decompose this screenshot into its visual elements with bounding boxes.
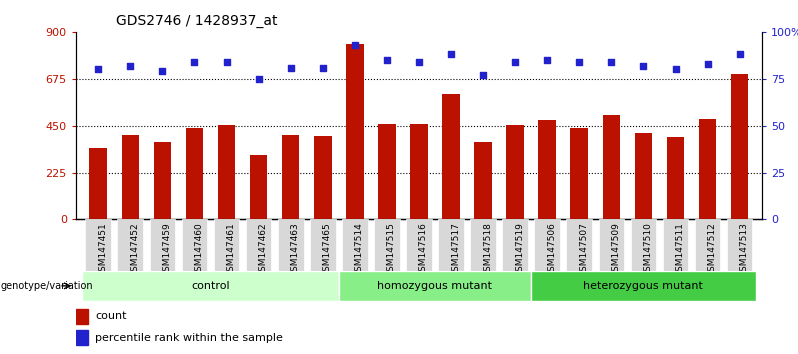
Point [381,57,393,63]
Text: GSM147513: GSM147513 [740,222,749,277]
Bar [89,148,107,219]
Text: GSM147451: GSM147451 [98,222,107,277]
Point [444,52,457,57]
Bar [121,135,139,219]
Point [316,65,329,70]
Bar [186,128,203,219]
Bar [282,135,299,219]
FancyBboxPatch shape [502,219,528,271]
Bar [346,44,364,219]
FancyBboxPatch shape [82,271,339,301]
FancyBboxPatch shape [531,271,756,301]
Point [733,52,746,57]
FancyBboxPatch shape [374,219,400,271]
FancyBboxPatch shape [310,219,336,271]
Text: GSM147517: GSM147517 [451,222,460,277]
Point [573,59,586,65]
Point [413,59,425,65]
Point [669,67,681,72]
Text: GSM147461: GSM147461 [227,222,235,277]
Bar [314,136,331,219]
Text: GSM147507: GSM147507 [579,222,588,277]
FancyBboxPatch shape [567,219,592,271]
Bar [634,133,652,219]
Text: GSM147506: GSM147506 [547,222,556,277]
Text: homozygous mutant: homozygous mutant [377,281,492,291]
FancyBboxPatch shape [278,219,303,271]
FancyBboxPatch shape [406,219,432,271]
Text: count: count [95,311,127,321]
Point [476,72,489,78]
Text: GSM147514: GSM147514 [355,222,364,277]
Bar [218,125,235,219]
FancyBboxPatch shape [598,219,624,271]
Bar [410,124,428,219]
Bar [76,309,88,324]
Text: GSM147519: GSM147519 [516,222,524,277]
Text: GSM147460: GSM147460 [195,222,203,277]
Point [701,61,714,67]
Point [156,68,169,74]
Bar [442,95,460,219]
Point [252,76,265,81]
FancyBboxPatch shape [85,219,111,271]
Text: control: control [192,281,230,291]
Point [349,42,361,48]
Bar [699,119,717,219]
Point [220,59,233,65]
Text: GSM147459: GSM147459 [163,222,172,277]
Text: GSM147516: GSM147516 [419,222,428,277]
Point [188,59,201,65]
Bar [539,120,556,219]
Bar [250,155,267,219]
Point [509,59,522,65]
FancyBboxPatch shape [630,219,656,271]
Bar [153,142,172,219]
Point [541,57,554,63]
Bar [474,142,492,219]
Point [124,63,136,68]
Bar [571,128,588,219]
Point [605,59,618,65]
FancyBboxPatch shape [535,219,560,271]
FancyBboxPatch shape [470,219,496,271]
FancyBboxPatch shape [117,219,143,271]
Point [92,67,105,72]
Text: GSM147465: GSM147465 [322,222,332,277]
FancyBboxPatch shape [695,219,721,271]
Bar [731,74,749,219]
Text: GSM147511: GSM147511 [675,222,685,277]
FancyBboxPatch shape [438,219,464,271]
FancyBboxPatch shape [149,219,176,271]
Text: GSM147463: GSM147463 [290,222,300,277]
Text: GSM147452: GSM147452 [130,222,140,277]
Text: GSM147512: GSM147512 [708,222,717,277]
Text: heterozygous mutant: heterozygous mutant [583,281,703,291]
Bar [76,330,88,345]
Text: GSM147518: GSM147518 [483,222,492,277]
FancyBboxPatch shape [662,219,689,271]
Bar [602,115,620,219]
FancyBboxPatch shape [182,219,207,271]
Bar [507,125,524,219]
FancyBboxPatch shape [342,219,368,271]
Text: GSM147462: GSM147462 [259,222,267,277]
Point [284,65,297,70]
Bar [378,124,396,219]
Text: percentile rank within the sample: percentile rank within the sample [95,332,283,343]
FancyBboxPatch shape [339,271,531,301]
Bar [666,137,685,219]
Text: genotype/variation: genotype/variation [1,281,93,291]
FancyBboxPatch shape [214,219,239,271]
Point [637,63,650,68]
FancyBboxPatch shape [727,219,753,271]
FancyBboxPatch shape [246,219,271,271]
Text: GSM147510: GSM147510 [643,222,653,277]
Text: GDS2746 / 1428937_at: GDS2746 / 1428937_at [116,14,277,28]
Text: GSM147515: GSM147515 [387,222,396,277]
Text: GSM147509: GSM147509 [611,222,620,277]
